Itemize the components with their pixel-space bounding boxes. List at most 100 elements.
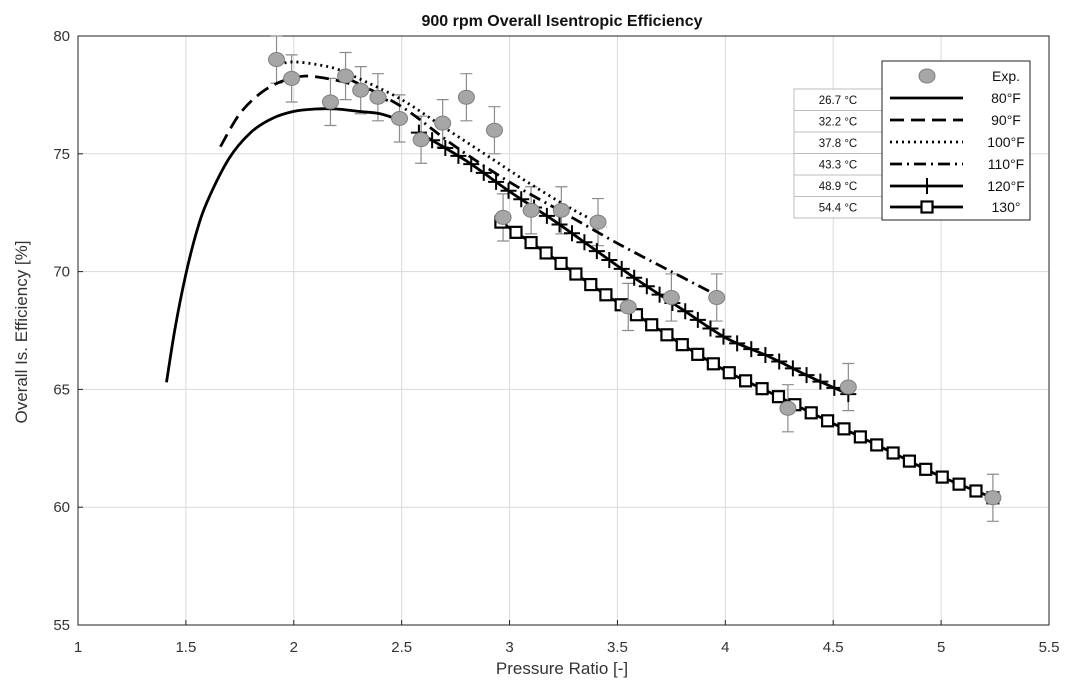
x-tick-label: 5.5 (1039, 639, 1060, 656)
x-tick-label: 3 (505, 639, 513, 656)
square-marker (886, 446, 900, 460)
x-tick-label: 1.5 (175, 639, 196, 656)
plus-marker (538, 207, 555, 224)
series-80f (165, 107, 403, 383)
square-marker (554, 256, 568, 270)
plus-marker (588, 243, 605, 260)
x-tick-label: 2.5 (391, 639, 412, 656)
y-tick-label: 75 (53, 146, 70, 163)
y-tick-label: 60 (53, 499, 70, 516)
exp-point (412, 132, 430, 148)
square-marker (569, 267, 583, 281)
exp-point (984, 490, 1002, 506)
plus-marker (626, 269, 643, 286)
exp-point (321, 94, 339, 110)
legend-label: 110°F (988, 156, 1024, 172)
series-130 (494, 215, 1000, 505)
plus-marker (450, 147, 467, 164)
plus-marker (500, 182, 517, 199)
celsius-label: 43.3 °C (819, 160, 857, 172)
legend-exp-label: Exp. (992, 68, 1020, 84)
x-tick-label: 2 (290, 639, 298, 656)
exp-point (283, 70, 301, 86)
plus-marker (475, 164, 492, 181)
square-marker (902, 454, 917, 468)
exp-point (485, 122, 503, 138)
series-line (347, 77, 718, 297)
square-marker (509, 225, 523, 239)
square-marker (584, 277, 598, 292)
plus-marker (771, 353, 788, 370)
series-110f (347, 77, 718, 297)
exp-point (839, 379, 857, 395)
square-marker (935, 470, 949, 484)
square-marker (660, 328, 674, 342)
square-marker (645, 318, 659, 332)
plus-marker (551, 216, 568, 233)
square-marker (969, 484, 983, 498)
legend: Exp. 80°F 90°F 100°F 110°F 120°F 130° (881, 60, 1031, 221)
legend-label: 90°F (991, 112, 1021, 128)
celsius-labels: 26.7 °C 32.2 °C 37.8 °C 43.3 °C 48.9 °C 54.4 … (793, 88, 883, 219)
y-tick-label: 55 (53, 617, 70, 634)
plus-marker (563, 225, 580, 242)
exp-point (494, 209, 512, 225)
plus-marker (798, 367, 815, 384)
exp-point (369, 89, 387, 105)
exp-point (779, 400, 797, 416)
exp-point (352, 82, 370, 98)
series-line (500, 220, 994, 500)
x-tick-label: 4 (721, 639, 729, 656)
exp-point (619, 299, 637, 315)
square-marker (804, 406, 818, 420)
square-marker (771, 390, 786, 404)
square-marker (691, 347, 705, 361)
square-marker (524, 236, 538, 250)
plus-marker (702, 320, 719, 337)
square-marker (920, 200, 934, 214)
legend-label: 100°F (987, 134, 1025, 150)
plus-marker (513, 191, 530, 208)
square-marker (706, 357, 720, 371)
x-tick-label: 4.5 (823, 639, 844, 656)
exp-point (457, 89, 475, 105)
square-marker (739, 374, 753, 388)
exp-point (337, 68, 355, 84)
celsius-label: 54.4 °C (819, 203, 857, 215)
series-line (165, 107, 403, 383)
plus-marker (677, 303, 694, 320)
legend-label: 80°F (991, 90, 1021, 106)
celsius-label: 32.2 °C (819, 117, 857, 129)
exp-point (552, 202, 570, 218)
exp-point (268, 52, 286, 68)
x-tick-label: 1 (74, 639, 82, 656)
square-marker (755, 382, 769, 396)
series-100f (278, 60, 608, 229)
square-marker (599, 288, 613, 302)
model-series (165, 60, 1000, 505)
plus-marker (826, 379, 843, 396)
exp-point (522, 202, 540, 218)
square-marker (853, 430, 867, 444)
exp-point (589, 214, 607, 230)
legend-label: 120°F (987, 178, 1025, 194)
square-marker (837, 422, 851, 436)
square-marker (952, 477, 966, 491)
legend-label: 130° (992, 199, 1021, 215)
exp-point (434, 115, 452, 131)
plus-marker (613, 260, 630, 277)
plus-marker (463, 156, 480, 173)
plus-marker (743, 341, 760, 358)
x-tick-label: 5 (937, 639, 945, 656)
plus-marker (576, 234, 593, 251)
series-line (278, 60, 608, 229)
celsius-label: 37.8 °C (819, 138, 857, 150)
plot-frame (77, 35, 1050, 626)
y-tick-label: 70 (53, 264, 70, 281)
axis-ticks: 1 1.5 2 2.5 3 3.5 4 4.5 5 5.5 55 60 65 70 75 80 (53, 28, 1059, 656)
legend-exp-marker (918, 68, 936, 84)
legend-box (881, 60, 1031, 221)
plus-marker (601, 251, 618, 268)
square-marker (675, 338, 689, 352)
